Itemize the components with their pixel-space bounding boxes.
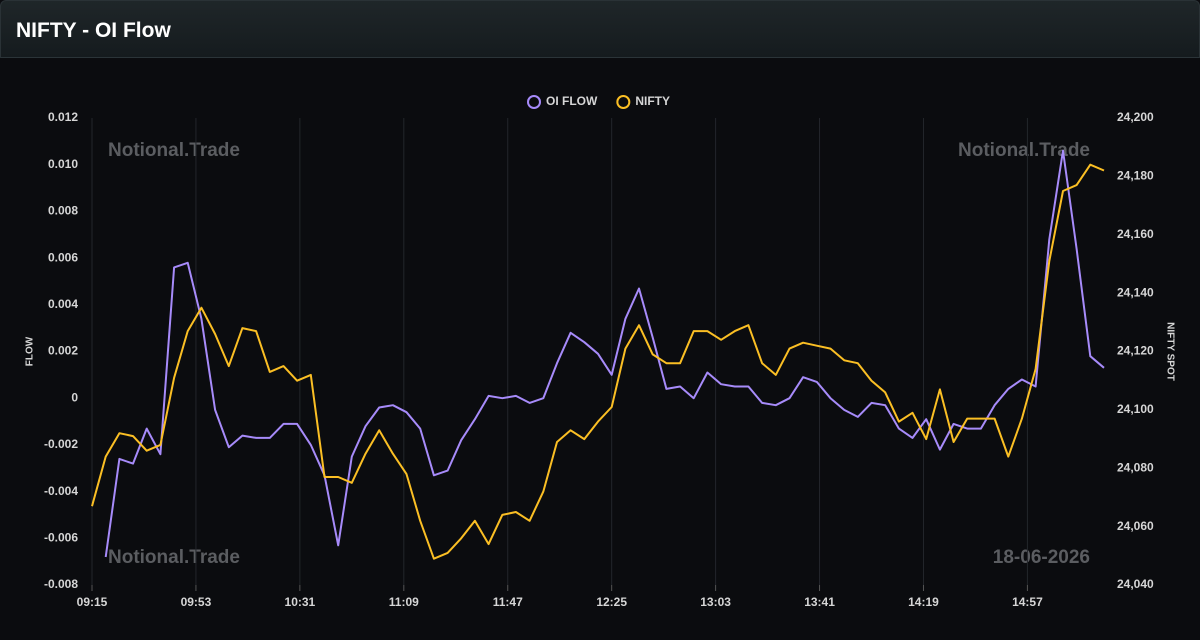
y-tick-label: 0 <box>71 390 78 404</box>
x-tick-label: 11:09 <box>389 595 419 609</box>
y2-tick-label: 24,160 <box>1117 227 1154 241</box>
line-series <box>91 163 1105 560</box>
y2-tick-label: 24,060 <box>1117 519 1154 533</box>
y-tick-label: -0.006 <box>44 530 78 544</box>
x-tick-label: 14:57 <box>1012 595 1043 609</box>
x-tick-label: 13:03 <box>700 595 731 609</box>
y-tick-label: 0.002 <box>48 344 78 358</box>
y-tick-label: -0.002 <box>44 437 78 451</box>
legend-marker <box>616 95 631 109</box>
x-tick-label: 09:53 <box>181 595 212 609</box>
date-label: 18-06-2026 <box>993 547 1090 568</box>
x-tick-label: 14:19 <box>908 595 939 609</box>
y-tick-label: 0.004 <box>48 297 78 311</box>
y2-tick-label: 24,200 <box>1117 110 1154 124</box>
x-tick-label: 13:41 <box>804 595 835 609</box>
y2-tick-label: 24,040 <box>1117 577 1154 591</box>
y-tick-label: -0.004 <box>44 484 78 498</box>
chart: Notional.Trade Notional.Trade Notional.Tra… <box>25 94 1176 609</box>
y2-tick-label: 24,100 <box>1117 402 1154 416</box>
y-tick-label: 0.006 <box>48 250 78 264</box>
y2-tick-label: 24,180 <box>1117 169 1154 183</box>
legend-label: NIFTY <box>635 94 670 108</box>
y-tick-label: 0.010 <box>48 157 78 171</box>
y-tick-label: -0.008 <box>44 577 78 591</box>
header: NIFTY - OI Flow <box>0 0 1200 58</box>
watermark: Notional.Trade <box>108 547 240 568</box>
y-tick-label: 0.012 <box>48 110 78 124</box>
y2-tick-label: 24,120 <box>1117 344 1154 358</box>
line-series <box>104 149 1105 558</box>
x-tick-label: 10:31 <box>285 595 316 609</box>
title: NIFTY - OI Flow <box>16 19 171 42</box>
x-tick-label: 09:15 <box>77 595 108 609</box>
y2-axis-label: NIFTY SPOT <box>1164 322 1175 381</box>
legend-label: OI FLOW <box>546 94 598 108</box>
y-tick-label: 0.008 <box>48 204 78 218</box>
watermark: Notional.Trade <box>958 140 1090 161</box>
y-axis-label: FLOW <box>25 336 36 366</box>
y2-tick-label: 24,080 <box>1117 460 1154 474</box>
x-tick-label: 11:47 <box>493 595 523 609</box>
x-tick-label: 12:25 <box>596 595 627 609</box>
watermark: Notional.Trade <box>108 140 240 161</box>
legend-marker <box>527 95 541 109</box>
y2-tick-label: 24,140 <box>1117 285 1154 299</box>
